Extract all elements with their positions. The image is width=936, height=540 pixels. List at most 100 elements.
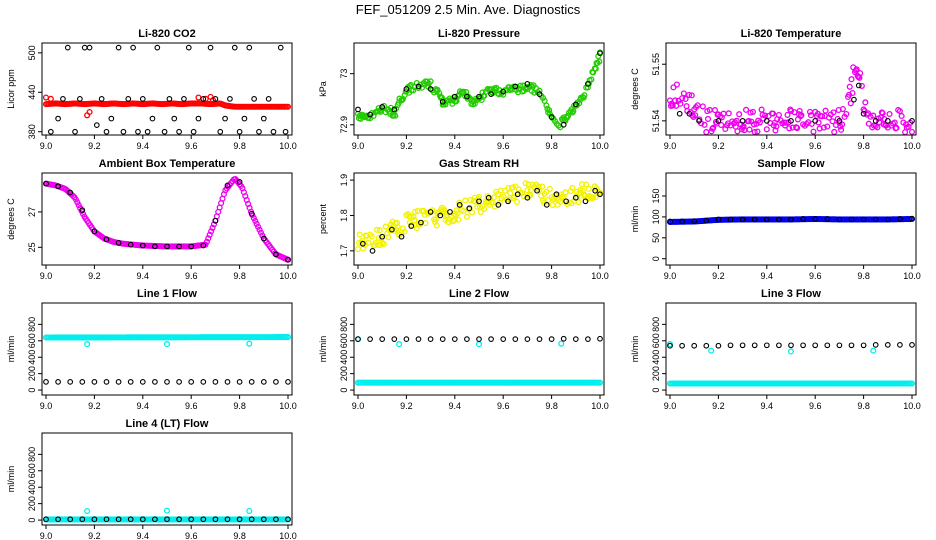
y-tick-label: 800 (339, 317, 349, 332)
data-point (788, 216, 794, 223)
data-point (212, 379, 219, 385)
data-point (858, 82, 865, 89)
data-point (176, 243, 182, 250)
plot-frame (665, 42, 917, 136)
data-point (77, 96, 83, 102)
data-point (260, 516, 267, 523)
data-point (380, 240, 387, 248)
data-point (120, 128, 127, 135)
y-tick-label: 27 (27, 207, 37, 217)
x-tick-label: 10.0 (279, 531, 297, 540)
data-point (860, 216, 867, 223)
data-point (188, 516, 195, 523)
series-magenta (666, 64, 916, 135)
data-point (751, 342, 758, 349)
data-point (787, 348, 795, 355)
x-tick-label: 9.2 (400, 401, 413, 411)
data-point (273, 251, 279, 258)
data-point (865, 120, 872, 127)
data-point (415, 83, 422, 90)
data-point (500, 88, 507, 95)
panel-title: Line 2 Flow (449, 288, 509, 300)
data-point (870, 112, 877, 119)
data-point (565, 199, 572, 206)
x-tick-label: 9.6 (185, 531, 198, 540)
x-tick-label: 9.8 (233, 531, 246, 540)
data-point (524, 336, 531, 342)
data-point (149, 115, 156, 122)
y-tick-label: 200 (651, 366, 661, 381)
data-point (408, 223, 415, 229)
data-point (763, 342, 770, 349)
data-point (246, 340, 253, 347)
data-point (164, 379, 170, 385)
data-point (72, 128, 78, 135)
data-point (255, 223, 262, 230)
data-point (763, 126, 770, 133)
data-point (375, 235, 382, 242)
data-point (860, 110, 867, 117)
series-red (42, 93, 292, 119)
data-point (195, 94, 202, 101)
data-point (130, 44, 136, 51)
data-point (715, 216, 722, 223)
data-point (81, 44, 88, 51)
y-axis-label: ml/min (6, 466, 16, 493)
data-point (596, 379, 604, 386)
data-point (909, 215, 915, 222)
data-point (819, 113, 826, 120)
y-tick-label: 0 (651, 388, 661, 393)
data-point (539, 183, 546, 190)
data-point (501, 187, 508, 194)
data-point (846, 83, 853, 90)
data-point (872, 342, 879, 348)
x-tick-label: 9.6 (809, 271, 822, 281)
y-tick-label: 0 (27, 388, 37, 393)
data-point (246, 44, 253, 51)
series-black (676, 82, 915, 124)
y-tick-label: 440 (27, 85, 37, 100)
data-point (569, 184, 576, 191)
data-point (248, 210, 255, 217)
data-point (688, 92, 695, 99)
plot-frame (665, 302, 917, 396)
x-tick-label: 10.0 (903, 401, 921, 411)
data-point (418, 219, 424, 226)
data-point (849, 89, 856, 97)
plot-frame (41, 302, 293, 396)
data-point (524, 194, 531, 201)
data-point (64, 44, 71, 51)
data-point (679, 342, 685, 349)
data-point (703, 342, 710, 349)
data-point (839, 105, 846, 113)
data-point (524, 81, 531, 87)
data-point (909, 342, 915, 348)
y-tick-label: 400 (339, 350, 349, 365)
data-point (273, 516, 279, 523)
x-tick-label: 10.0 (591, 401, 609, 411)
x-tick-label: 9.6 (185, 141, 198, 151)
data-point (800, 216, 806, 222)
data-point (200, 242, 207, 249)
x-tick-label: 10.0 (279, 401, 297, 411)
data-point (740, 123, 747, 130)
data-point (391, 336, 398, 342)
data-point (401, 228, 408, 235)
data-point (829, 118, 836, 125)
data-point (820, 124, 827, 131)
y-tick-label: 1.9 (339, 174, 349, 187)
y-tick-label: 200 (27, 366, 37, 381)
data-point (398, 233, 405, 240)
data-point (392, 112, 399, 119)
data-point (870, 347, 877, 354)
x-tick-label: 9.4 (761, 271, 774, 281)
data-point (596, 58, 603, 65)
data-point (704, 115, 712, 123)
data-point (743, 106, 750, 113)
data-point (127, 379, 134, 385)
data-point (127, 241, 134, 248)
series-black (43, 516, 291, 523)
data-point (855, 82, 862, 89)
x-tick-label: 9.0 (40, 531, 53, 540)
